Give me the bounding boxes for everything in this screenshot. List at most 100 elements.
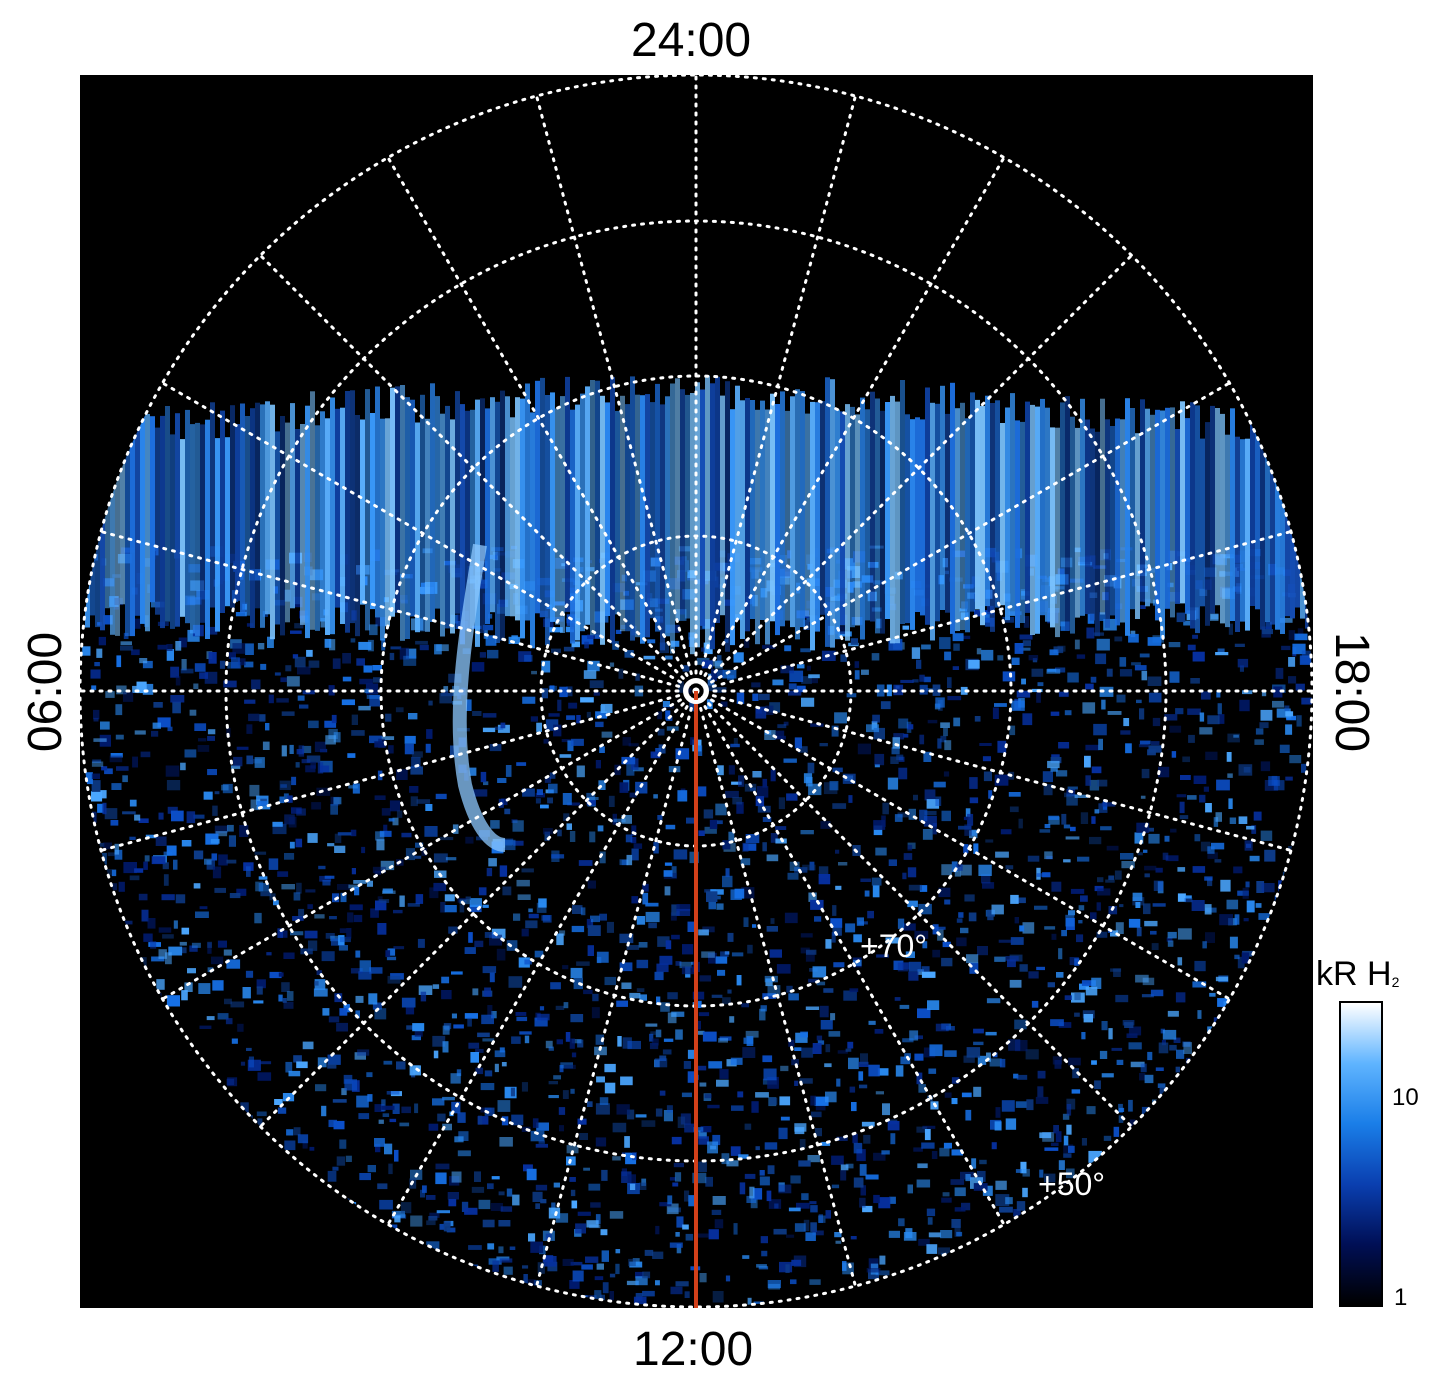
emission-speckle bbox=[919, 809, 928, 822]
emission-speckle bbox=[1009, 806, 1019, 813]
emission-speckle bbox=[1180, 1180, 1192, 1192]
emission-speckle bbox=[316, 970, 322, 975]
aurora-streak bbox=[845, 404, 850, 641]
aurora-streak bbox=[1035, 406, 1040, 634]
emission-speckle bbox=[1022, 1187, 1028, 1198]
emission-speckle bbox=[832, 926, 842, 936]
emission-speckle bbox=[461, 1201, 469, 1212]
emission-speckle bbox=[330, 804, 338, 815]
emission-speckle bbox=[351, 868, 356, 875]
emission-speckle bbox=[977, 1055, 987, 1065]
emission-speckle bbox=[296, 1061, 308, 1069]
emission-speckle bbox=[868, 1020, 876, 1025]
emission-speckle bbox=[388, 745, 394, 754]
emission-speckle bbox=[923, 676, 931, 683]
emission-speckle bbox=[1256, 881, 1265, 893]
emission-speckle bbox=[274, 672, 281, 676]
emission-speckle bbox=[1210, 614, 1219, 620]
emission-speckle bbox=[786, 1234, 795, 1238]
emission-speckle bbox=[580, 697, 594, 703]
emission-speckle bbox=[527, 1279, 536, 1286]
emission-speckle bbox=[189, 1160, 201, 1169]
emission-speckle bbox=[478, 1199, 491, 1210]
emission-speckle bbox=[160, 1187, 169, 1194]
emission-speckle bbox=[956, 1256, 967, 1265]
emission-speckle bbox=[352, 783, 360, 794]
aurora-streak bbox=[1065, 396, 1070, 631]
emission-speckle bbox=[504, 1086, 517, 1099]
emission-speckle bbox=[596, 1263, 604, 1270]
emission-speckle bbox=[384, 1143, 393, 1155]
emission-speckle bbox=[674, 1172, 682, 1182]
emission-speckle bbox=[133, 618, 141, 629]
emission-speckle bbox=[1247, 1240, 1254, 1249]
emission-speckle bbox=[101, 1150, 111, 1162]
emission-speckle bbox=[1116, 1059, 1124, 1065]
emission-speckle bbox=[501, 798, 508, 806]
emission-speckle bbox=[95, 852, 107, 865]
emission-speckle bbox=[698, 929, 709, 936]
emission-speckle bbox=[1151, 741, 1160, 745]
emission-speckle bbox=[94, 662, 100, 667]
emission-speckle bbox=[129, 875, 140, 881]
emission-speckle bbox=[599, 851, 606, 864]
emission-speckle bbox=[1255, 903, 1262, 908]
emission-speckle bbox=[293, 892, 301, 901]
emission-speckle bbox=[921, 1142, 935, 1149]
emission-speckle bbox=[338, 945, 348, 951]
emission-speckle bbox=[947, 696, 962, 701]
emission-speckle bbox=[225, 1018, 233, 1025]
emission-speckle bbox=[228, 1232, 237, 1237]
emission-speckle bbox=[358, 971, 372, 980]
emission-speckle bbox=[409, 786, 419, 793]
emission-speckle bbox=[606, 921, 614, 933]
meridian-line bbox=[386, 689, 698, 1226]
emission-speckle bbox=[913, 1147, 923, 1152]
emission-speckle bbox=[280, 1236, 286, 1244]
emission-speckle bbox=[377, 923, 387, 935]
emission-speckle bbox=[994, 956, 1006, 962]
emission-speckle bbox=[1249, 1064, 1260, 1071]
emission-speckle bbox=[553, 1075, 561, 1080]
emission-speckle bbox=[1209, 992, 1216, 997]
aurora-streak bbox=[715, 376, 720, 623]
emission-speckle bbox=[916, 659, 922, 669]
emission-speckle bbox=[663, 870, 673, 877]
emission-speckle bbox=[446, 1227, 456, 1233]
emission-speckle bbox=[808, 892, 817, 902]
aurora-streak bbox=[260, 404, 265, 628]
emission-speckle bbox=[223, 680, 237, 688]
emission-speckle bbox=[712, 1134, 721, 1146]
emission-speckle bbox=[1171, 1147, 1176, 1158]
emission-speckle bbox=[736, 975, 742, 986]
emission-speckle bbox=[964, 894, 975, 902]
aurora-streak bbox=[470, 409, 475, 629]
emission-speckle bbox=[820, 821, 831, 829]
emission-speckle bbox=[587, 634, 602, 639]
emission-speckle bbox=[1037, 1086, 1044, 1098]
emission-speckle bbox=[199, 906, 208, 910]
emission-speckle bbox=[715, 803, 727, 816]
emission-speckle bbox=[1210, 1065, 1218, 1071]
emission-speckle bbox=[110, 1075, 116, 1081]
emission-speckle bbox=[1039, 829, 1051, 833]
emission-speckle bbox=[1129, 1119, 1136, 1128]
aurora-streak bbox=[415, 422, 420, 633]
emission-speckle bbox=[389, 1254, 397, 1262]
emission-speckle bbox=[451, 971, 463, 975]
emission-speckle bbox=[168, 1062, 180, 1066]
emission-speckle bbox=[151, 956, 165, 962]
emission-speckle bbox=[118, 1283, 127, 1294]
emission-speckle bbox=[351, 714, 358, 725]
emission-speckle bbox=[873, 820, 886, 830]
aurora-streak bbox=[1060, 402, 1065, 627]
emission-speckle bbox=[203, 791, 213, 800]
aurora-streak bbox=[205, 419, 210, 639]
emission-speckle bbox=[1106, 845, 1119, 851]
emission-speckle bbox=[1299, 1110, 1307, 1121]
emission-speckle bbox=[372, 1002, 382, 1010]
emission-speckle bbox=[760, 1236, 768, 1244]
emission-speckle bbox=[535, 1203, 540, 1209]
emission-speckle bbox=[1112, 1296, 1121, 1307]
emission-speckle bbox=[946, 1026, 955, 1031]
